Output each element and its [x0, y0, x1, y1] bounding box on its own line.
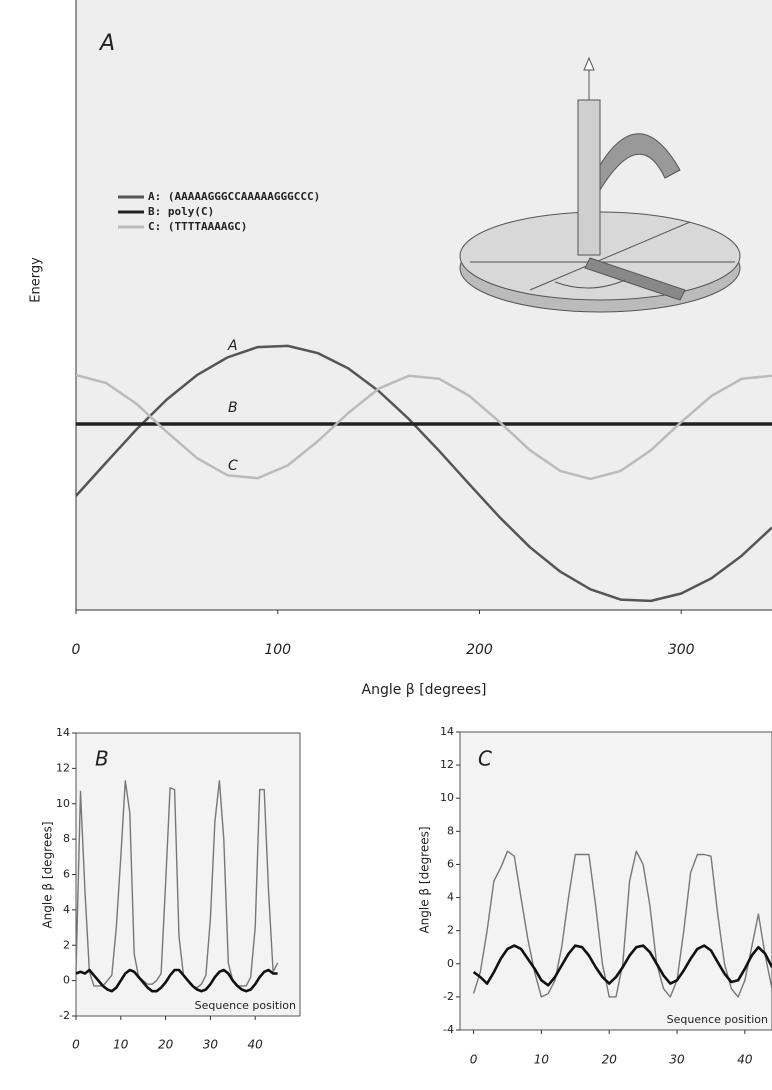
y-axis-label: Angle β [degrees] — [418, 826, 432, 933]
y-tick-label: 6 — [63, 868, 70, 881]
annotation: Sequence position — [195, 999, 296, 1012]
legend-label: C: (TTTTAAAAGC) — [148, 220, 247, 233]
y-tick-label: 0 — [63, 974, 70, 987]
curve-label: B — [228, 400, 238, 416]
y-tick-label: 8 — [63, 832, 70, 845]
curve-label: C — [228, 458, 238, 474]
y-tick-label: -4 — [443, 1023, 454, 1036]
y-tick-label: 14 — [56, 726, 70, 739]
x-tick-label: 40 — [737, 1053, 753, 1067]
series-line — [75, 968, 278, 993]
x-tick-label: 0 — [72, 1038, 80, 1052]
y-tick-label: 10 — [440, 791, 454, 804]
y-tick-label: 4 — [63, 903, 70, 916]
annotation: Sequence position — [667, 1013, 768, 1026]
x-tick-label: 30 — [669, 1053, 685, 1067]
y-tick-label: 2 — [447, 924, 454, 937]
series-line — [472, 850, 772, 998]
y-tick-label: -2 — [443, 990, 454, 1003]
y-tick-label: 8 — [447, 824, 454, 837]
x-axis-label: Angle β [degrees] — [362, 682, 487, 698]
inset-diagram — [459, 56, 741, 313]
x-tick-label: 300 — [668, 642, 695, 658]
y-tick-label: 14 — [440, 725, 454, 738]
x-tick-label: 10 — [113, 1038, 129, 1052]
y-tick-label: 2 — [63, 938, 70, 951]
x-tick-label: 200 — [466, 642, 493, 658]
series-line — [75, 373, 772, 481]
x-tick-label: 40 — [248, 1038, 264, 1052]
panel-label: B — [95, 747, 109, 771]
x-tick-label: 20 — [602, 1053, 618, 1067]
panel-b-bg — [75, 732, 301, 1017]
series-line — [472, 944, 772, 987]
y-tick-label: 12 — [56, 761, 70, 774]
x-tick-label: 0 — [72, 642, 81, 658]
panel-label: C — [478, 747, 492, 771]
legend-label: B: poly(C) — [148, 205, 214, 218]
curve-label: A — [227, 338, 238, 354]
y-tick-label: 10 — [56, 797, 70, 810]
y-tick-label: 0 — [447, 957, 454, 970]
y-tick-label: 6 — [447, 857, 454, 870]
x-tick-label: 30 — [203, 1038, 219, 1052]
panel-c-bg — [459, 731, 772, 1031]
legend-label: A: (AAAAAGGGCCAAAAAGGGCCC) — [148, 190, 320, 203]
x-tick-label: 0 — [470, 1053, 478, 1067]
x-tick-label: 10 — [534, 1053, 550, 1067]
series-line — [75, 780, 279, 989]
y-tick-label: 4 — [447, 891, 454, 904]
x-tick-label: 100 — [264, 642, 291, 658]
y-tick-label: 12 — [440, 758, 454, 771]
panel-label: A — [98, 31, 115, 56]
y-tick-label: -2 — [59, 1009, 70, 1022]
series-line — [75, 344, 772, 603]
y-axis-label: Angle β [degrees] — [41, 821, 55, 928]
x-tick-label: 20 — [158, 1038, 174, 1052]
y-axis-label: Energy — [29, 257, 44, 303]
